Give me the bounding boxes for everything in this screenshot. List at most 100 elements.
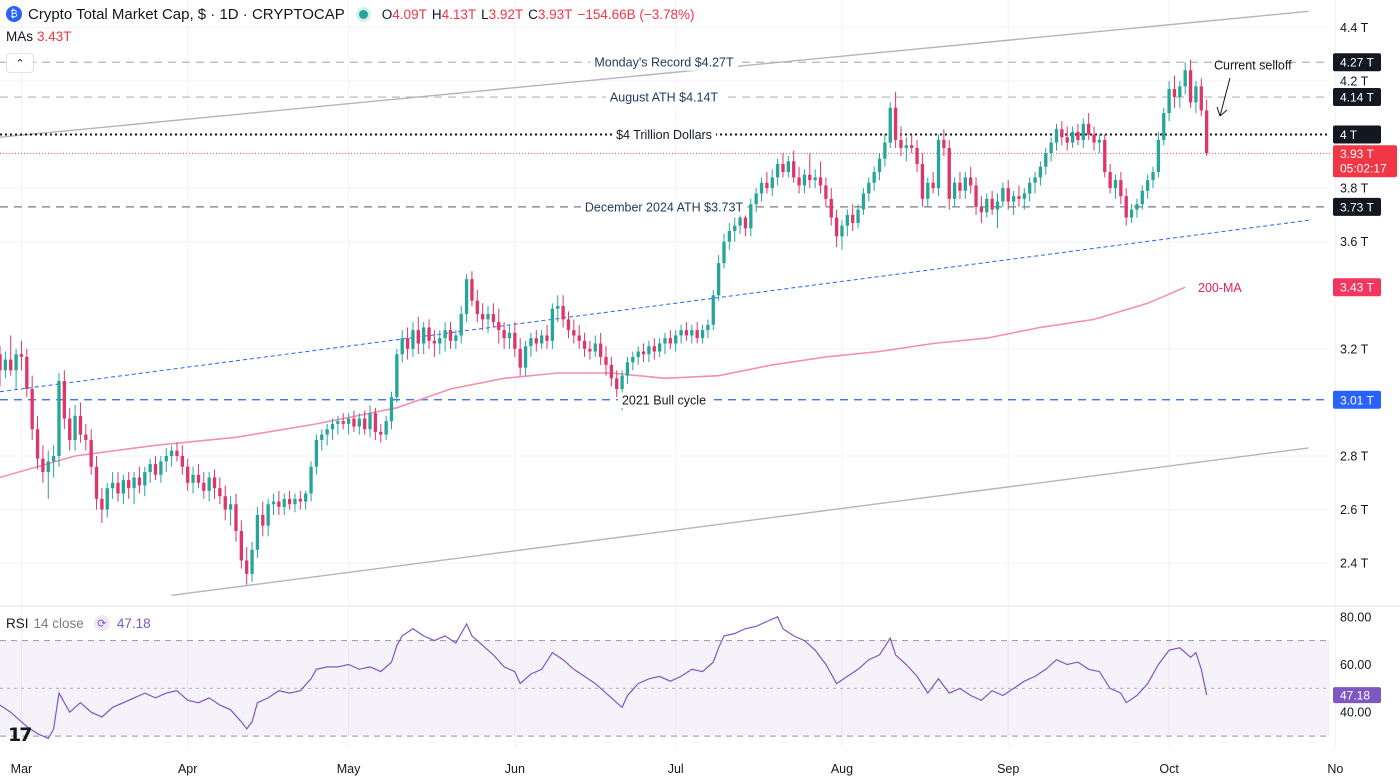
candle-body — [175, 450, 179, 457]
candle-body — [513, 332, 517, 349]
candle-body — [893, 107, 898, 140]
price-axis-tick: 3.6 T — [1340, 235, 1369, 249]
candle-body — [813, 177, 817, 181]
badge-bull-cycle-bg — [1333, 390, 1381, 409]
candle-body — [663, 338, 667, 344]
candle-body — [480, 314, 485, 320]
candle-body — [722, 241, 726, 264]
candle-body — [89, 439, 93, 467]
candle-body — [121, 480, 126, 494]
candle-body — [1001, 188, 1005, 202]
badge-ma-value: 3.43 T — [1340, 281, 1374, 295]
candle-body — [186, 466, 190, 483]
badge-august-ath: 4.14 T — [1340, 91, 1374, 105]
bar-countdown: 05:02:17 — [1340, 161, 1387, 175]
candle-body — [792, 161, 796, 178]
candle-body — [1167, 89, 1171, 114]
candle-body — [615, 378, 619, 390]
candle-body — [1140, 190, 1144, 205]
candle-body — [572, 330, 576, 336]
candle-body — [808, 174, 812, 181]
candle-body — [202, 482, 206, 491]
selloff-arrow-icon — [1216, 77, 1231, 117]
candle-body — [1145, 180, 1150, 191]
candle-body — [266, 504, 270, 526]
time-axis-label: No — [1327, 762, 1343, 776]
candle-body — [164, 456, 168, 462]
candle-body — [1070, 131, 1075, 143]
candle-body — [320, 434, 324, 440]
sync-icon[interactable]: ⟳ — [93, 615, 110, 631]
candle-body — [132, 477, 136, 489]
candle-body — [1006, 188, 1010, 202]
collapse-legend-button[interactable]: ⌃ — [6, 53, 34, 73]
price-axis-tick: 2.4 T — [1340, 557, 1369, 571]
rsi-axis-tick: 60.00 — [1340, 658, 1371, 672]
candle-body — [829, 198, 833, 218]
candle-body — [405, 338, 410, 349]
candle-body — [851, 214, 855, 223]
time-axis-label: Sep — [997, 762, 1019, 776]
rsi-legend[interactable]: RSI 14 close ⟳ 47.18 — [6, 615, 151, 631]
label-dec-2024-ath: December 2024 ATH $3.73T — [585, 200, 744, 214]
time-axis-label: Jul — [668, 762, 684, 776]
candle-body — [561, 306, 565, 320]
candle-body — [593, 343, 597, 352]
tradingview-logo[interactable]: 17 — [8, 724, 32, 746]
candle-body — [443, 330, 447, 339]
candle-body — [395, 354, 399, 398]
candle-body — [491, 314, 496, 323]
ohlc-open: O4.09T — [381, 6, 427, 22]
ohlc-close: C3.93T — [528, 6, 573, 22]
time-axis-label: Aug — [831, 762, 853, 776]
candle-body — [529, 338, 533, 347]
candle-body — [432, 340, 437, 344]
candle-body — [840, 225, 844, 237]
candle-body — [883, 142, 887, 159]
candle-body — [438, 338, 442, 344]
candle-body — [598, 343, 603, 357]
candle-body — [1022, 193, 1026, 199]
candle-body — [609, 364, 614, 379]
symbol-title[interactable]: Crypto Total Market Cap, $ · 1D · CRYPTO… — [28, 5, 345, 23]
candle-body — [1151, 172, 1155, 181]
trend-line-lower-channel — [171, 447, 1309, 597]
candle-body — [148, 464, 152, 473]
label-four-trillion-bg — [612, 127, 716, 144]
candle-body — [1103, 139, 1107, 173]
candle-body — [915, 147, 919, 165]
candle-body — [1119, 180, 1123, 197]
candle-body — [325, 429, 329, 435]
candle-body — [234, 504, 238, 532]
candle-body — [239, 531, 243, 561]
candle-body — [127, 480, 131, 489]
candle-body — [336, 421, 340, 424]
candle-body — [706, 324, 710, 331]
candle-body — [153, 464, 158, 475]
time-axis-label: Jun — [505, 762, 525, 776]
candle-body — [518, 348, 522, 368]
candle-body — [1038, 166, 1043, 178]
candle-body — [298, 498, 302, 502]
candle-body — [100, 498, 104, 510]
rsi-value: 47.18 — [116, 615, 151, 631]
candle-body — [84, 434, 88, 440]
candle-body — [1108, 172, 1112, 189]
candle-body — [631, 356, 635, 363]
candle-body — [931, 182, 935, 189]
candle-body — [566, 319, 571, 331]
label-200-ma: 200-MA — [1198, 281, 1242, 295]
candle-body — [352, 418, 356, 427]
candle-body — [470, 279, 474, 301]
market-status-icon[interactable] — [358, 9, 368, 19]
candle-body — [1060, 129, 1064, 138]
candle-body — [1204, 110, 1209, 154]
time-axis-label: Mar — [11, 762, 33, 776]
candle-body — [1172, 89, 1177, 98]
candle-body — [35, 429, 40, 459]
time-axis-label: Oct — [1159, 762, 1179, 776]
ma-legend[interactable]: MAs 3.43T — [6, 29, 72, 44]
candle-body — [1092, 134, 1096, 143]
candle-body — [759, 182, 764, 194]
